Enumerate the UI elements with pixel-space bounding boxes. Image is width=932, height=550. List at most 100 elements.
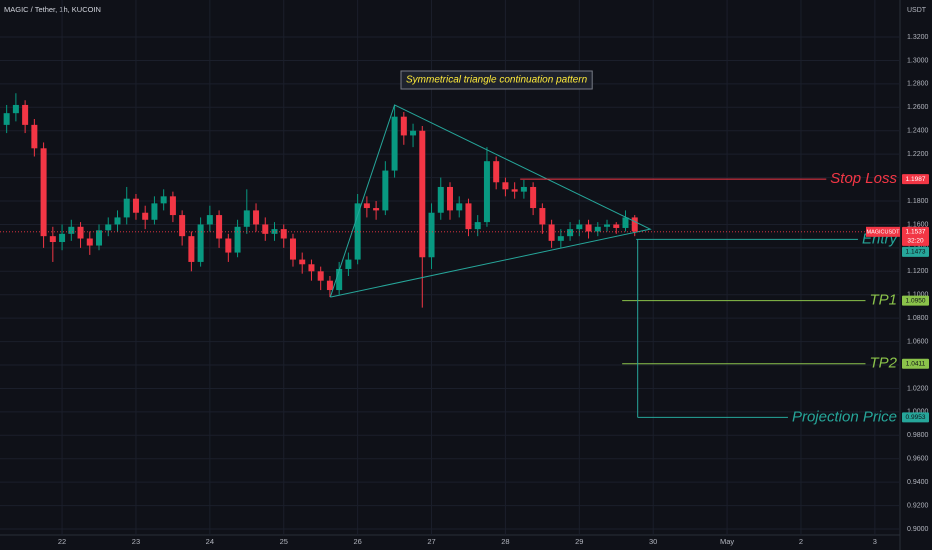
candle-body: [169, 196, 176, 216]
level-label: Stop Loss: [830, 170, 897, 187]
candle-body: [410, 130, 417, 136]
candle-body: [49, 236, 56, 243]
candle-body: [253, 210, 260, 225]
candle-body: [86, 238, 93, 246]
x-tick-label: 26: [353, 537, 361, 546]
candle-body: [123, 198, 130, 218]
x-tick-label: May: [720, 537, 734, 546]
y-tick-label: 1.0000: [907, 409, 929, 416]
candle-body: [585, 224, 592, 232]
y-tick-label: 1.0600: [907, 338, 929, 345]
annotation: Symmetrical triangle continuation patter…: [406, 75, 588, 86]
x-tick-label: 28: [501, 537, 509, 546]
x-tick-label: 27: [427, 537, 435, 546]
candle-body: [179, 215, 186, 237]
y-axis-label: USDT: [907, 7, 927, 14]
candle-body: [308, 264, 315, 272]
x-tick-label: 24: [206, 537, 214, 546]
candle-body: [234, 226, 241, 253]
candle-body: [493, 161, 500, 183]
level-badge-bg: [902, 358, 929, 369]
candle-body: [446, 186, 454, 211]
candle-body: [216, 215, 223, 239]
level-label: TP2: [869, 355, 897, 372]
candle-body: [197, 224, 204, 262]
y-tick-label: 0.9200: [907, 502, 929, 509]
candle-body: [31, 124, 38, 149]
candle-body: [428, 212, 435, 258]
x-tick-label: 2: [799, 537, 803, 546]
candle-body: [557, 236, 564, 241]
last-price-badge-bg: [902, 226, 929, 246]
candle-body: [132, 198, 139, 213]
x-tick-label: 30: [649, 537, 657, 546]
triangle-pattern: [329, 104, 652, 298]
candle-body: [622, 217, 629, 228]
candle-body: [539, 208, 546, 225]
annotation-box: [400, 70, 593, 90]
y-tick-label: 0.9000: [907, 526, 929, 533]
candle-body: [40, 148, 47, 237]
candle-body: [511, 189, 518, 192]
y-tick-label: 1.0200: [907, 385, 929, 392]
level-badge-bg: [902, 246, 929, 257]
level-badge: 1.1987: [906, 176, 926, 183]
candle-body: [336, 268, 343, 291]
y-tick-label: 1.3200: [907, 34, 929, 41]
candle-body: [59, 233, 66, 243]
x-tick-label: 29: [575, 537, 583, 546]
candle-body: [289, 238, 296, 260]
candle-body: [3, 113, 10, 125]
symbol-badge-bg: [866, 226, 900, 237]
chart-title: MAGIC / Tether, 1h, KUCOIN: [4, 5, 101, 14]
candle-body: [151, 203, 158, 220]
x-tick-label: 25: [280, 537, 288, 546]
y-tick-label: 1.2200: [907, 151, 929, 158]
candle-body: [243, 210, 250, 227]
level-label: Projection Price: [792, 408, 897, 425]
level-badge: 0.9953: [906, 414, 926, 421]
candle-body: [604, 224, 611, 227]
candle-body: [105, 224, 112, 231]
candle-body: [22, 104, 29, 125]
candle-body: [225, 238, 232, 253]
y-tick-label: 1.1000: [907, 292, 929, 299]
candle-body: [465, 203, 472, 230]
candle-body: [262, 224, 269, 234]
candle-body: [520, 186, 527, 192]
y-tick-label: 0.9400: [907, 479, 929, 486]
candle-body: [299, 259, 306, 265]
candle-body: [391, 116, 398, 171]
candle-body: [280, 229, 287, 239]
y-tick-label: 1.3000: [907, 57, 929, 64]
candle-body: [419, 130, 426, 258]
y-tick-label: 1.2800: [907, 81, 929, 88]
level-badge: 1.1473: [906, 249, 926, 256]
candle-body: [631, 217, 638, 232]
y-tick-label: 1.1600: [907, 221, 929, 228]
candle-body: [373, 208, 380, 211]
x-tick-label: 23: [132, 537, 140, 546]
candle-body: [437, 186, 444, 213]
candle-body: [530, 186, 537, 209]
candle-body: [68, 226, 75, 234]
candle-body: [206, 215, 213, 225]
candle-body: [317, 271, 324, 281]
level-badge-bg: [902, 412, 929, 423]
candle-body: [548, 224, 555, 241]
candle-body: [502, 182, 509, 190]
last-price-badge: 1.1537: [906, 229, 926, 236]
candle-body: [77, 226, 84, 239]
candle-body: [345, 259, 352, 269]
y-tick-label: 1.0800: [907, 315, 929, 322]
candle-body: [363, 203, 370, 209]
x-tick-label: 3: [873, 537, 877, 546]
y-tick-label: 1.1200: [907, 268, 929, 275]
candle-body: [474, 222, 481, 230]
candle-body: [188, 236, 195, 262]
y-tick-label: 0.9800: [907, 432, 929, 439]
level-badge: 1.0411: [906, 360, 926, 367]
candle-body: [160, 196, 167, 204]
candle-body: [114, 217, 121, 225]
